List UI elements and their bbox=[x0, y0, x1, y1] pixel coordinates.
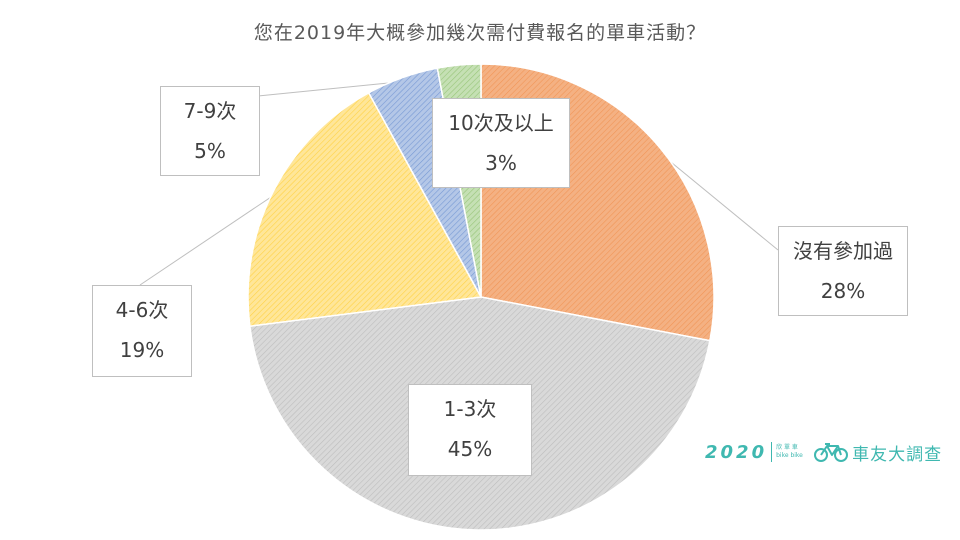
brand-divider bbox=[771, 442, 773, 462]
brand-name: 車友大調查 bbox=[852, 444, 943, 465]
callout-1-3: 1-3次 45% bbox=[408, 384, 532, 476]
slice-4-6 bbox=[247, 91, 483, 328]
leader-line bbox=[257, 81, 404, 97]
slice-label: 沒有參加過 bbox=[793, 239, 893, 263]
brand-year: 2020 bbox=[705, 441, 768, 463]
callout-10plus: 10次及以上 3% bbox=[432, 98, 570, 188]
slice-label: 10次及以上 bbox=[448, 111, 554, 135]
slice-percent: 45% bbox=[447, 437, 493, 461]
brand-logo: 2020 欣 單 車 bike bike 車友大調查 bbox=[705, 438, 955, 466]
callout-4-6: 4-6次 19% bbox=[92, 285, 192, 377]
brand-mini-line2: bike bike bbox=[776, 452, 803, 459]
slice-percent: 5% bbox=[194, 139, 226, 163]
leader-line bbox=[657, 150, 779, 251]
callout-none: 沒有參加過 28% bbox=[778, 226, 908, 316]
slice-percent: 28% bbox=[820, 279, 866, 303]
chart-title: 您在2019年大概參加幾次需付費報名的單車活動？ bbox=[253, 22, 707, 44]
slice-percent: 3% bbox=[485, 151, 517, 175]
slice-label: 7-9次 bbox=[183, 99, 237, 123]
leader-line bbox=[139, 192, 278, 286]
callout-7-9: 7-9次 5% bbox=[160, 86, 260, 176]
bicycle-icon bbox=[814, 443, 849, 462]
slice-label: 4-6次 bbox=[115, 298, 169, 322]
slice-label: 1-3次 bbox=[443, 397, 497, 421]
brand-mini-text: 欣 單 車 bike bike bbox=[776, 444, 814, 460]
slice-percent: 19% bbox=[119, 338, 165, 362]
brand-mini-line1: 欣 單 車 bbox=[776, 444, 798, 451]
